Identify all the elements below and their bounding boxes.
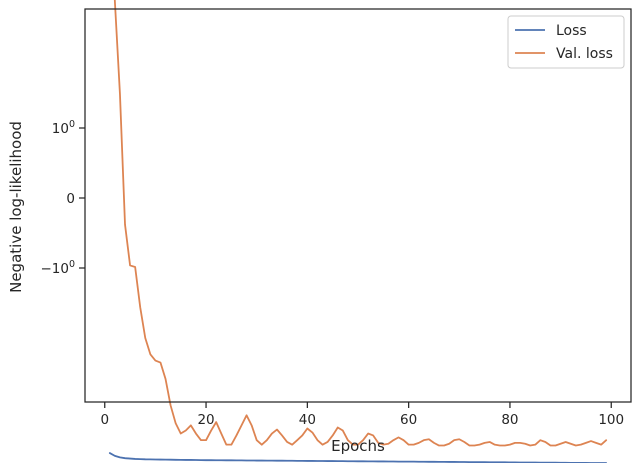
- y-tick-label: 100: [52, 119, 75, 137]
- series-layer: [108, 0, 608, 463]
- x-axis-label: Epochs: [331, 437, 385, 455]
- legend-label-loss: Loss: [556, 23, 587, 39]
- series-line-loss: [108, 452, 608, 463]
- plot-area: [85, 9, 631, 402]
- x-tick-label: 40: [299, 412, 316, 428]
- x-tick-label: 0: [100, 412, 109, 428]
- y-tick-label: 0: [66, 191, 75, 207]
- series-line-val-loss: [113, 0, 608, 447]
- legend: Loss Val. loss: [507, 15, 625, 69]
- x-tick-label: 80: [501, 412, 518, 428]
- x-tick-label: 20: [197, 412, 214, 428]
- legend-box: [507, 15, 625, 69]
- x-axis: 0 20 40 60 80 100: [100, 402, 624, 428]
- plot-frame: [84, 8, 632, 403]
- x-tick-label: 100: [598, 412, 624, 428]
- x-tick-label: 60: [400, 412, 417, 428]
- legend-label-val-loss: Val. loss: [556, 46, 613, 62]
- y-axis: 100 0 −100: [40, 119, 85, 277]
- y-tick-label: −100: [40, 259, 75, 277]
- y-axis-label: Negative log-likelihood: [7, 121, 25, 293]
